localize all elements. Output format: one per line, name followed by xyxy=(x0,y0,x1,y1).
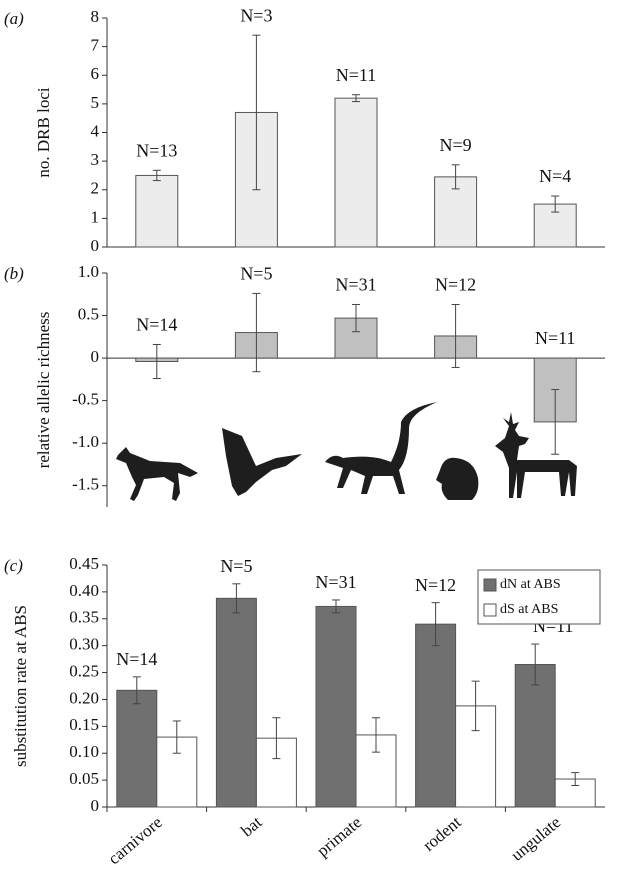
y-tick-label: 0.20 xyxy=(69,688,99,707)
x-tick-label: ungulate xyxy=(507,813,564,865)
n-annotation: N=14 xyxy=(136,315,177,335)
n-annotation: N=12 xyxy=(415,575,456,595)
panel-label: (b) xyxy=(4,264,24,283)
n-annotation: N=13 xyxy=(136,140,177,160)
x-tick-label: rodent xyxy=(419,812,465,855)
n-annotation: N=31 xyxy=(315,572,356,592)
legend-swatch xyxy=(483,603,497,617)
y-tick-label: 4 xyxy=(91,121,100,140)
y-axis-label: no. DRB loci xyxy=(34,87,53,177)
y-tick-label: 0.45 xyxy=(69,554,99,573)
y-tick-label: 0.35 xyxy=(69,608,99,627)
primate-silhouette xyxy=(325,402,437,494)
bat-silhouette xyxy=(222,428,302,496)
ungulate-silhouette xyxy=(495,412,577,498)
y-tick-label: 0 xyxy=(91,347,100,366)
y-tick-label: -0.5 xyxy=(72,390,99,409)
legend-label: dN at ABS xyxy=(500,577,561,592)
x-tick-label: bat xyxy=(237,812,265,840)
y-tick-label: 7 xyxy=(91,36,100,55)
bar xyxy=(415,623,457,808)
y-tick-label: 0 xyxy=(91,236,100,255)
panel-label: (c) xyxy=(4,556,23,575)
rodent-silhouette xyxy=(436,457,479,500)
bar xyxy=(135,174,179,248)
y-tick-label: 0.40 xyxy=(69,581,99,600)
panel-label: (a) xyxy=(4,9,24,28)
n-annotation: N=5 xyxy=(240,264,272,284)
animal-silhouettes xyxy=(116,402,577,501)
y-tick-label: 1.0 xyxy=(78,262,99,281)
y-tick-label: 1 xyxy=(91,207,100,226)
n-annotation: N=9 xyxy=(440,135,472,155)
y-axis-label: substitution rate at ABS xyxy=(11,605,30,767)
y-tick-label: 0.5 xyxy=(78,304,99,323)
y-axis-label: relative allelic richness xyxy=(34,312,53,469)
y-tick-label: 0.05 xyxy=(69,769,99,788)
bar xyxy=(116,689,158,808)
y-tick-label: 0.15 xyxy=(69,715,99,734)
y-tick-label: 0.10 xyxy=(69,742,99,761)
n-annotation: N=11 xyxy=(336,65,376,85)
y-tick-label: 0.30 xyxy=(69,635,99,654)
legend-label: dS at ABS xyxy=(500,602,558,617)
x-tick-label: carnivore xyxy=(104,813,165,869)
n-annotation: N=12 xyxy=(435,275,476,295)
bar xyxy=(215,597,257,808)
n-annotation: N=11 xyxy=(535,328,575,348)
legend-box xyxy=(477,569,601,625)
y-tick-label: 3 xyxy=(91,150,100,169)
bar xyxy=(334,97,378,248)
y-tick-label: -1.5 xyxy=(72,475,99,494)
y-tick-label: 0.25 xyxy=(69,661,99,680)
legend-swatch xyxy=(483,578,497,592)
bar xyxy=(514,663,556,808)
x-tick-label: primate xyxy=(313,813,365,861)
n-annotation: N=5 xyxy=(220,556,252,576)
n-annotation: N=3 xyxy=(240,5,272,25)
carnivore-silhouette xyxy=(116,447,198,501)
y-tick-label: 8 xyxy=(91,7,100,26)
y-tick-label: -1.0 xyxy=(72,432,99,451)
n-annotation: N=31 xyxy=(335,275,376,295)
bar xyxy=(554,778,596,808)
y-tick-label: 2 xyxy=(91,179,100,198)
n-annotation: N=4 xyxy=(539,166,571,186)
y-tick-label: 0 xyxy=(91,796,100,815)
n-annotation: N=14 xyxy=(116,649,157,669)
y-tick-label: 5 xyxy=(91,93,100,112)
y-tick-label: 6 xyxy=(91,64,100,83)
bar xyxy=(315,605,357,808)
